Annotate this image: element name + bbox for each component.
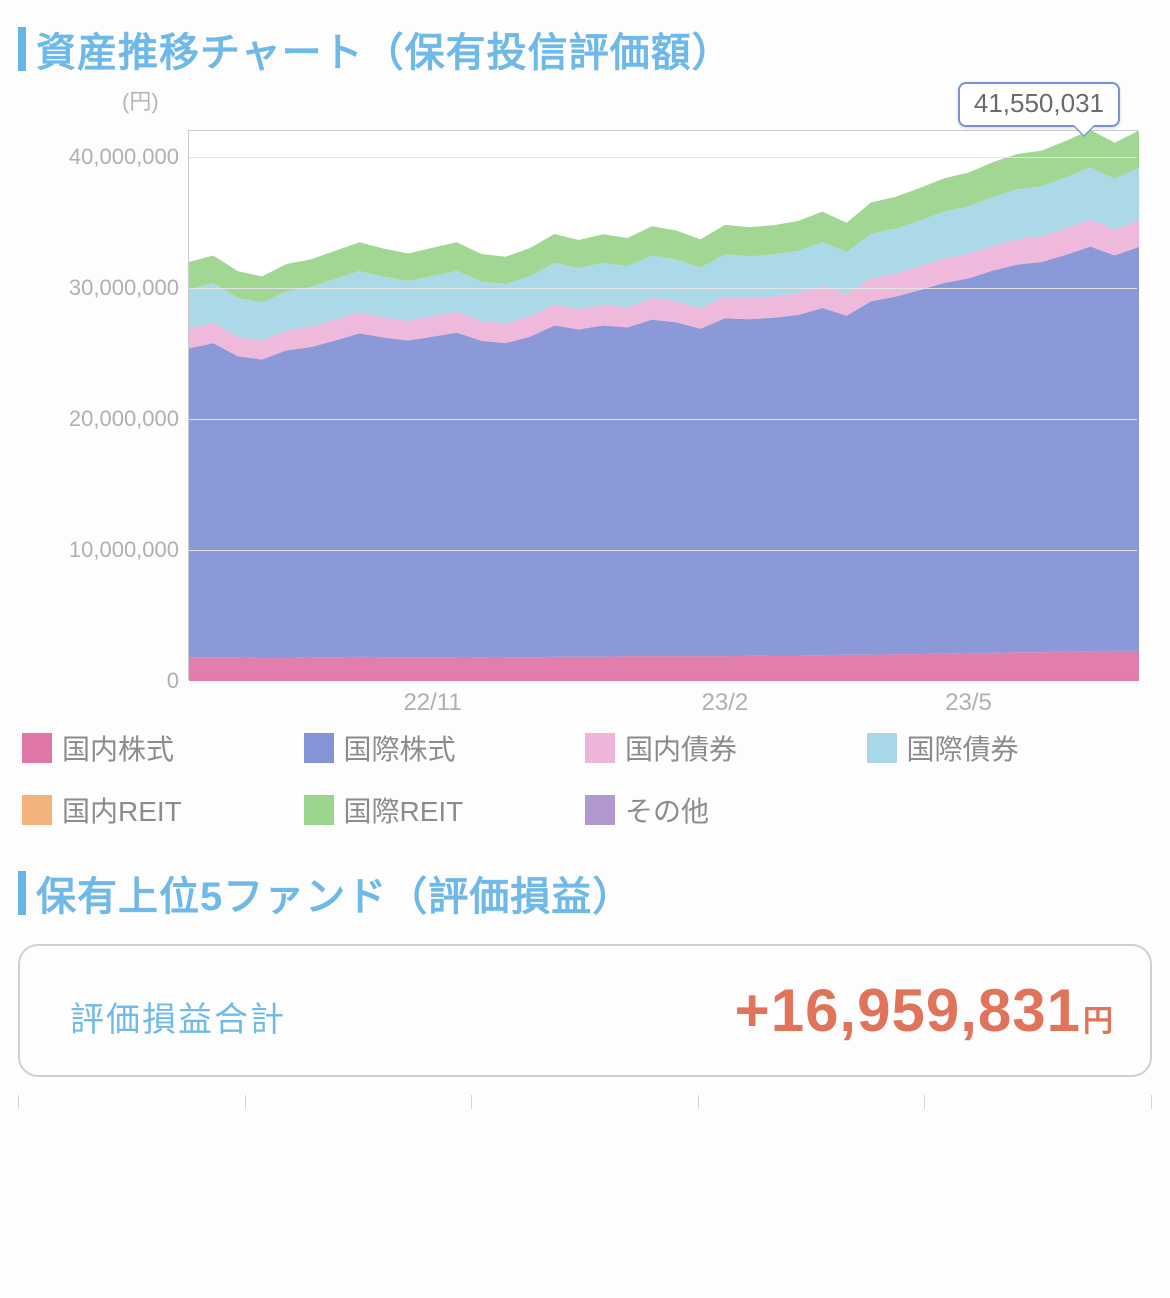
y-tick-label: 20,000,000: [69, 406, 179, 432]
section-title-top5: 保有上位5ファンド（評価損益）: [18, 864, 1152, 922]
legend-item: 国内債券: [585, 728, 867, 768]
chart-value-tooltip: 41,550,031: [958, 82, 1120, 127]
title-bar-icon: [18, 27, 26, 71]
table-column-stub: [18, 1095, 245, 1109]
section-title-top5-text: 保有上位5ファンド（評価損益）: [36, 864, 633, 922]
x-tick-label: 23/5: [945, 689, 992, 717]
legend-item: その他: [585, 790, 867, 830]
legend-swatch: [585, 733, 615, 763]
asset-chart: (円) 010,000,00020,000,00030,000,00040,00…: [18, 84, 1152, 704]
legend-swatch: [585, 795, 615, 825]
x-tick-label: 22/11: [403, 689, 461, 717]
legend-label: その他: [625, 790, 709, 830]
total-pl-box: 評価損益合計 +16,959,831円: [18, 944, 1152, 1077]
chart-gridline: [189, 157, 1137, 158]
stacked-area-svg: [189, 131, 1139, 681]
total-pl-suffix: 円: [1083, 1005, 1114, 1038]
legend-swatch: [22, 795, 52, 825]
chart-plot-area: 010,000,00020,000,00030,000,00040,000,00…: [188, 130, 1138, 680]
title-bar-icon: [18, 871, 26, 915]
legend-item: 国際債券: [867, 728, 1149, 768]
legend-label: 国内債券: [625, 728, 737, 768]
chart-gridline: [189, 419, 1137, 420]
table-column-stub: [245, 1095, 472, 1109]
section-title-chart-text: 資産推移チャート（保有投信評価額）: [36, 20, 733, 78]
section-title-chart: 資産推移チャート（保有投信評価額）: [18, 20, 1152, 78]
table-column-stub: [471, 1095, 698, 1109]
y-tick-label: 10,000,000: [69, 537, 179, 563]
legend-label: 国際株式: [344, 728, 456, 768]
total-pl-amount: +16,959,831: [735, 977, 1081, 1044]
total-pl-label: 評価損益合計: [70, 992, 286, 1041]
legend-swatch: [867, 733, 897, 763]
legend-label: 国内株式: [62, 728, 174, 768]
y-tick-label: 30,000,000: [69, 275, 179, 301]
legend-swatch: [304, 733, 334, 763]
y-tick-label: 40,000,000: [69, 144, 179, 170]
tooltip-value: 41,550,031: [974, 88, 1104, 118]
x-tick-label: 23/2: [702, 689, 749, 717]
table-column-stub: [924, 1095, 1152, 1109]
table-column-stub: [698, 1095, 925, 1109]
chart-gridline: [189, 550, 1137, 551]
legend-label: 国内REIT: [62, 790, 182, 830]
chart-gridline: [189, 288, 1137, 289]
chart-unit-label: (円): [122, 84, 159, 116]
table-header-stub: [18, 1095, 1152, 1109]
legend-item: 国際REIT: [304, 790, 586, 830]
legend-item: 国内REIT: [22, 790, 304, 830]
legend-item: 国内株式: [22, 728, 304, 768]
legend-label: 国際REIT: [344, 790, 464, 830]
y-tick-label: 0: [167, 668, 179, 694]
legend-swatch: [22, 733, 52, 763]
chart-legend: 国内株式 国際株式 国内債券 国際債券国内REIT 国際REIT その他: [22, 728, 1148, 830]
legend-swatch: [304, 795, 334, 825]
total-pl-value: +16,959,831円: [735, 976, 1114, 1045]
legend-item: 国際株式: [304, 728, 586, 768]
legend-label: 国際債券: [907, 728, 1019, 768]
